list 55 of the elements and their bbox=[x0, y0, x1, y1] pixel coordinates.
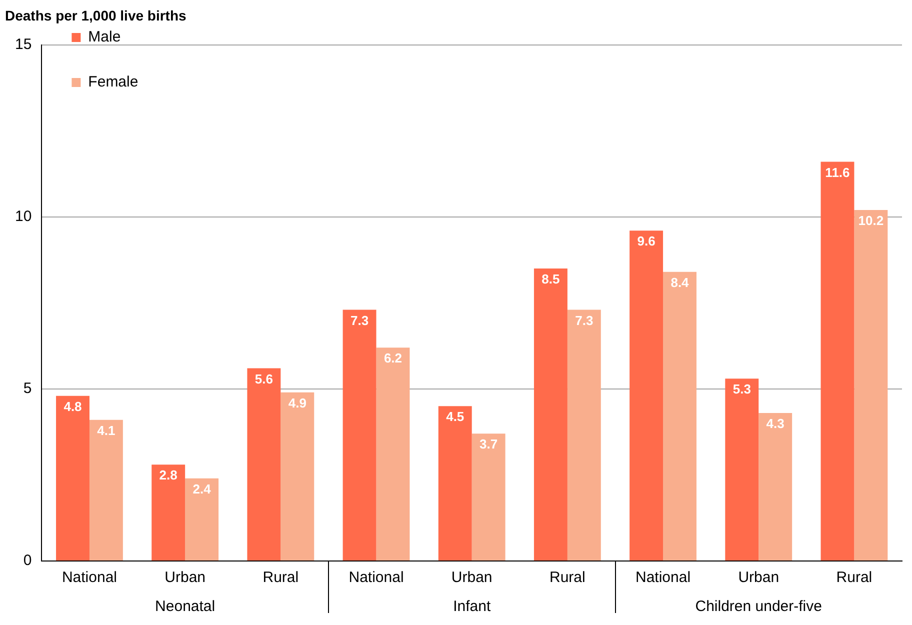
bar bbox=[472, 434, 506, 560]
bar bbox=[185, 478, 219, 560]
x-tick-label: Rural bbox=[550, 569, 586, 586]
data-label: 8.5 bbox=[542, 272, 560, 287]
y-tick-label: 15 bbox=[14, 36, 32, 53]
bar bbox=[56, 396, 90, 560]
x-tick-label: National bbox=[348, 569, 404, 586]
bar bbox=[152, 464, 186, 560]
y-tick-label: 0 bbox=[23, 552, 32, 570]
data-label: 5.6 bbox=[254, 371, 273, 386]
data-label: 5.3 bbox=[732, 382, 751, 397]
bar bbox=[567, 310, 601, 560]
bar bbox=[280, 392, 314, 560]
bar bbox=[376, 348, 410, 560]
legend-label: Male bbox=[88, 28, 121, 46]
bar bbox=[854, 210, 888, 560]
x-tick-label: National bbox=[62, 569, 118, 586]
bar bbox=[89, 420, 123, 560]
y-tick-label: 10 bbox=[14, 208, 32, 226]
data-label: 2.8 bbox=[159, 468, 178, 483]
text: Neonatal bbox=[155, 598, 216, 616]
data-label: 6.2 bbox=[384, 350, 402, 366]
bar bbox=[630, 230, 664, 560]
data-label: 2.4 bbox=[192, 481, 212, 496]
bar bbox=[534, 268, 568, 560]
data-label: 4.9 bbox=[288, 395, 306, 410]
x-tick-label: Urban bbox=[738, 569, 780, 586]
bar bbox=[758, 413, 792, 560]
y-axis-title: Deaths per 1,000 live births bbox=[5, 7, 187, 24]
data-label: 9.6 bbox=[637, 234, 656, 249]
bar bbox=[725, 378, 759, 560]
data-label: 4.5 bbox=[446, 409, 464, 424]
x-tick-label: National bbox=[636, 569, 691, 586]
data-label: 4.1 bbox=[97, 422, 116, 438]
x-tick-label: Urban bbox=[451, 569, 492, 586]
text: Infant bbox=[453, 598, 492, 616]
data-label: 3.7 bbox=[480, 436, 498, 452]
bar bbox=[247, 368, 281, 560]
data-label: 7.3 bbox=[350, 312, 369, 328]
y-tick-label: 5 bbox=[23, 380, 32, 398]
bar bbox=[820, 162, 854, 560]
x-tick-label: Rural bbox=[262, 569, 299, 586]
x-tick-label: Urban bbox=[164, 569, 206, 586]
data-label: 11.6 bbox=[825, 164, 850, 180]
data-label: 4.8 bbox=[64, 398, 82, 414]
bar bbox=[342, 310, 376, 560]
text: Children under-five bbox=[695, 598, 822, 616]
data-label: 4.3 bbox=[766, 416, 784, 432]
bar bbox=[663, 272, 696, 560]
data-label: 8.4 bbox=[670, 275, 690, 290]
bar bbox=[438, 406, 472, 560]
data-label: 10.2 bbox=[858, 213, 884, 228]
legend-label: Female bbox=[88, 74, 138, 91]
data-label: 7.3 bbox=[575, 312, 594, 328]
x-tick-label: Rural bbox=[836, 569, 872, 586]
